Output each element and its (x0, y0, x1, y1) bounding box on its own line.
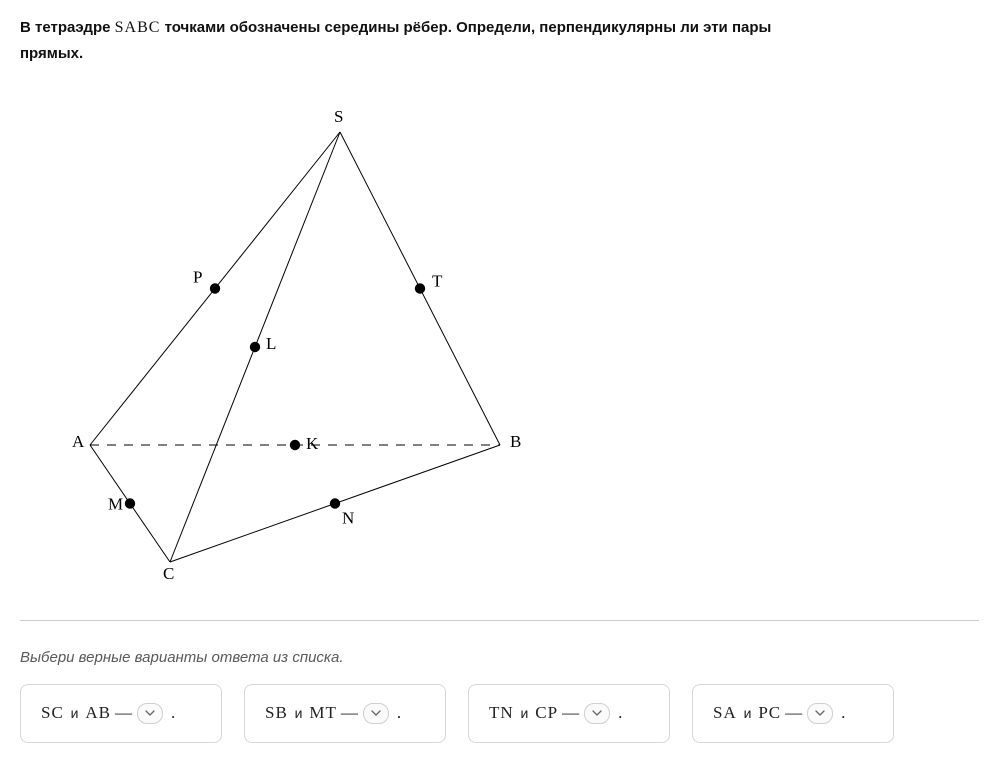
answers-row: SC и AB — .SB и MT — .TN и CP — .SA и PC… (20, 684, 979, 743)
period: . (397, 703, 401, 723)
answer-card-1: SC и AB — . (20, 684, 222, 743)
answer-dropdown[interactable] (363, 703, 389, 724)
chevron-down-icon (145, 710, 155, 716)
pair-text: SA и PC (713, 703, 781, 723)
divider (20, 620, 979, 621)
answer-dropdown[interactable] (807, 703, 833, 724)
pair-text: SB и MT (265, 703, 337, 723)
chevron-down-icon (592, 710, 602, 716)
midpoint-M (125, 498, 135, 508)
instruction-text: Выбери верные варианты ответа из списка. (20, 649, 979, 666)
vertex-label-C: C (163, 564, 174, 583)
dash: — (115, 703, 132, 723)
midpoint-label-L: L (266, 334, 276, 353)
chevron-down-icon (815, 710, 825, 716)
midpoint-T (415, 283, 425, 293)
dash: — (341, 703, 358, 723)
answer-card-4: SA и PC — . (692, 684, 894, 743)
midpoint-label-M: M (108, 494, 123, 513)
conjunction: и (517, 705, 533, 721)
period: . (618, 703, 622, 723)
pair-left: SB (265, 703, 288, 722)
dash: — (785, 703, 802, 723)
pair-right: PC (758, 703, 781, 722)
problem-statement: В тетраэдре SABC точками обозначены сере… (20, 14, 800, 67)
vertex-label-S: S (334, 107, 343, 126)
pair-left: SC (41, 703, 64, 722)
pair-left: TN (489, 703, 514, 722)
midpoint-label-N: N (342, 508, 354, 527)
conjunction: и (740, 705, 756, 721)
midpoint-K (290, 439, 300, 449)
dash: — (562, 703, 579, 723)
midpoint-label-K: K (306, 434, 319, 453)
problem-math: SABC (115, 19, 161, 36)
vertex-label-B: B (510, 432, 521, 451)
pair-text: SC и AB (41, 703, 111, 723)
problem-prefix: В тетраэдре (20, 19, 115, 36)
answer-dropdown[interactable] (584, 703, 610, 724)
pair-text: TN и CP (489, 703, 558, 723)
pair-left: SA (713, 703, 737, 722)
midpoint-label-T: T (432, 271, 443, 290)
pair-right: MT (309, 703, 337, 722)
answer-dropdown[interactable] (137, 703, 163, 724)
conjunction: и (67, 705, 83, 721)
pair-right: AB (85, 703, 111, 722)
period: . (841, 703, 845, 723)
period: . (171, 703, 175, 723)
midpoint-P (210, 283, 220, 293)
answer-card-3: TN и CP — . (468, 684, 670, 743)
chevron-down-icon (371, 710, 381, 716)
midpoint-L (250, 341, 260, 351)
vertex-label-A: A (72, 432, 85, 451)
tetrahedron-diagram: S A B C P T L K M N (20, 97, 979, 602)
midpoint-N (330, 498, 340, 508)
answer-card-2: SB и MT — . (244, 684, 446, 743)
conjunction: и (291, 705, 307, 721)
midpoint-label-P: P (193, 267, 202, 286)
pair-right: CP (535, 703, 558, 722)
